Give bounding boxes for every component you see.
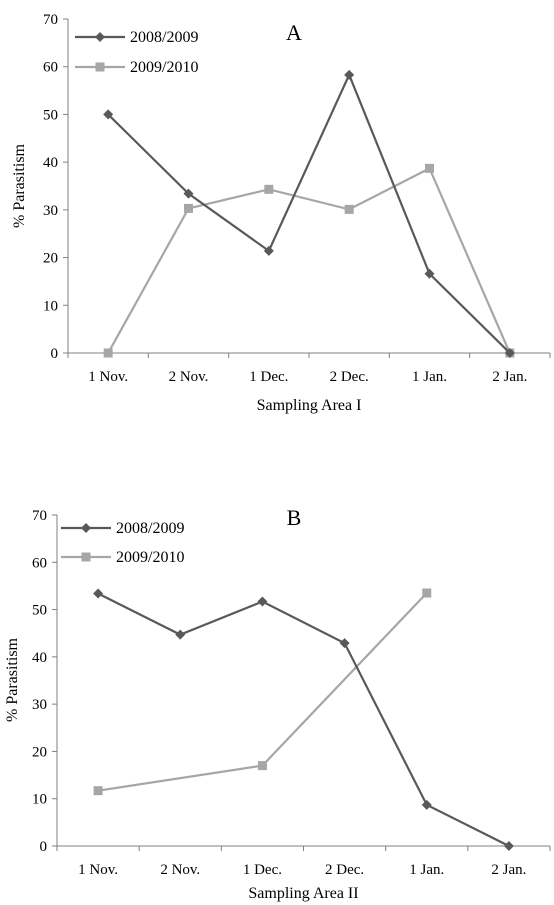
- x-tick-label: 1 Nov.: [88, 369, 128, 385]
- legend-entry: 2009/2010: [75, 59, 198, 76]
- legend-entry: 2008/2009: [61, 520, 184, 537]
- y-tick-label: 30: [43, 203, 58, 219]
- legend-label: 2009/2010: [130, 59, 198, 76]
- legend-label: 2008/2009: [130, 29, 198, 46]
- y-tick-label: 0: [40, 839, 48, 855]
- legend-marker: [81, 552, 91, 562]
- legend-marker: [81, 523, 91, 533]
- data-point: [422, 588, 432, 598]
- data-point: [339, 638, 350, 649]
- data-point: [344, 204, 354, 214]
- series-line-2008-2009: [107, 72, 511, 354]
- y-tick-label: 60: [32, 555, 47, 571]
- data-point: [425, 163, 434, 173]
- y-tick-label: 40: [43, 155, 58, 171]
- data-point: [175, 629, 186, 640]
- data-point: [504, 348, 515, 358]
- x-tick-label: 1 Jan.: [409, 862, 444, 878]
- chart-panel-a: 0 10 20 30 40 50 60 70 1 Nov. 2 Nov. 1 Dec. 2 Dec. 1…: [11, 12, 551, 414]
- x-tick-label: 1 Jan.: [412, 369, 447, 385]
- x-tick-label: 1 Nov.: [78, 862, 118, 878]
- data-point: [93, 588, 104, 599]
- data-point: [103, 109, 114, 120]
- y-axis-title: % Parasitism: [11, 143, 28, 228]
- x-tick-label: 2 Nov.: [169, 369, 209, 385]
- panel-label: B: [287, 505, 302, 530]
- series-line-2009-2010: [107, 166, 511, 354]
- series-line-2009-2010: [97, 592, 428, 792]
- data-point: [424, 268, 435, 279]
- legend-label: 2008/2009: [116, 520, 184, 537]
- legend-marker: [95, 32, 105, 42]
- data-point: [263, 245, 274, 256]
- y-tick-label: 10: [43, 298, 58, 314]
- data-point: [257, 596, 268, 607]
- data-point: [93, 786, 103, 796]
- x-tick-label: 2 Jan.: [491, 862, 526, 878]
- data-point: [183, 188, 194, 199]
- y-tick-label: 50: [32, 603, 47, 619]
- x-axis-title: Sampling Area I: [257, 397, 362, 414]
- y-tick-label: 50: [43, 107, 58, 123]
- data-point: [421, 799, 432, 810]
- x-tick-label: 2 Dec.: [325, 862, 364, 878]
- data-point: [503, 841, 514, 851]
- legend-entry: 2008/2009: [75, 29, 198, 46]
- y-tick-label: 40: [32, 650, 47, 666]
- x-tick-label: 1 Dec.: [243, 862, 282, 878]
- x-tick-label: 2 Dec.: [330, 369, 369, 385]
- data-point: [184, 203, 193, 213]
- data-point: [103, 348, 113, 358]
- y-tick-label: 10: [32, 792, 47, 808]
- legend-marker: [95, 62, 105, 72]
- y-tick-label: 20: [32, 744, 47, 760]
- data-point: [344, 69, 355, 80]
- x-tick-label: 2 Jan.: [492, 369, 527, 385]
- data-point: [264, 184, 274, 194]
- y-axis-title: % Parasitism: [4, 637, 21, 722]
- x-tick-label: 2 Nov.: [160, 862, 200, 878]
- y-tick-label: 30: [32, 697, 47, 713]
- x-tick-label: 1 Dec.: [249, 369, 288, 385]
- data-point: [257, 761, 267, 771]
- y-tick-label: 70: [32, 508, 47, 524]
- chart-panel-b: 0 10 20 30 40 50 60 70 1 Nov. 2 Nov. 1 Dec. 2 Dec. 1…: [4, 505, 551, 902]
- x-axis-title: Sampling Area II: [248, 885, 358, 902]
- y-tick-label: 70: [43, 12, 58, 28]
- panel-label: A: [286, 20, 302, 45]
- y-tick-label: 20: [43, 251, 58, 267]
- y-tick-label: 0: [51, 346, 59, 362]
- series-line-2008-2009: [97, 592, 510, 847]
- legend-entry: 2009/2010: [61, 549, 184, 566]
- legend-label: 2009/2010: [116, 549, 184, 566]
- y-tick-label: 60: [43, 60, 58, 76]
